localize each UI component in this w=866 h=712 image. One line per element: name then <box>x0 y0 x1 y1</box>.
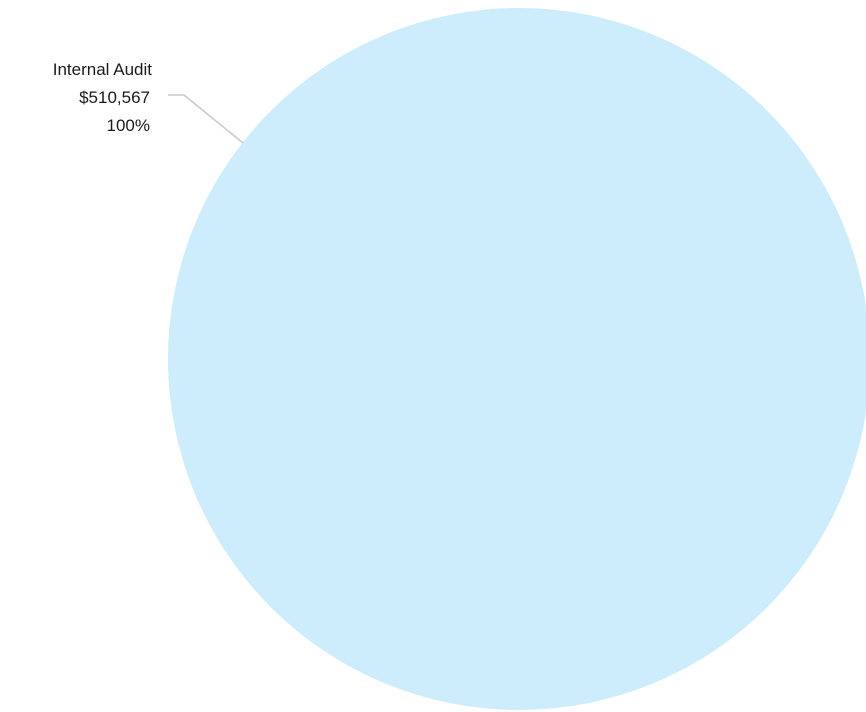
pie-slice-internal-audit[interactable] <box>168 8 866 710</box>
slice-leader-line-internal-audit <box>168 94 244 144</box>
slice-label-value: $510,567 <box>79 88 150 107</box>
pie-slices <box>168 8 866 710</box>
slice-label-percent: 100% <box>107 116 150 135</box>
slice-label-name: Internal Audit <box>53 60 153 79</box>
